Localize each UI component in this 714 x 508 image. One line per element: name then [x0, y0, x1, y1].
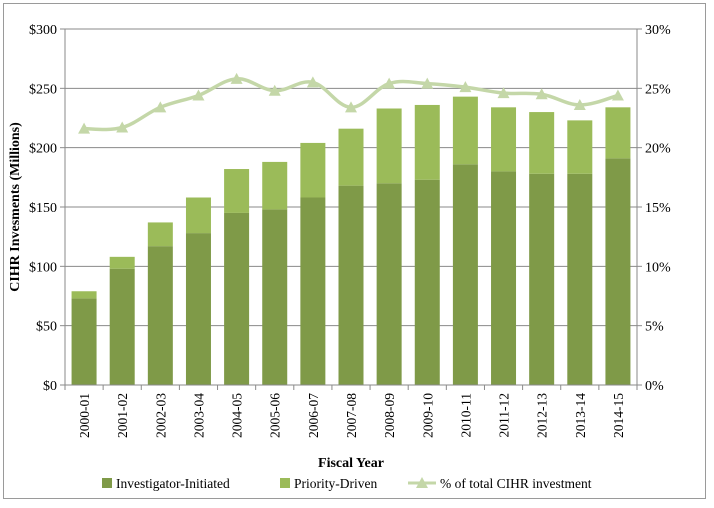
bar-investigator-initiated	[567, 173, 593, 385]
y2-tick-label: 5%	[645, 320, 664, 335]
x-tick-label: 2013-14	[573, 393, 588, 438]
x-tick-label: 2014-15	[611, 393, 626, 438]
bar-priority-driven	[185, 197, 211, 234]
bar-investigator-initiated	[262, 209, 288, 385]
percent-marker	[459, 81, 472, 93]
bar-priority-driven	[529, 112, 555, 174]
bar-priority-driven	[262, 161, 288, 210]
y2-tick-label: 10%	[645, 260, 671, 275]
x-tick-label: 2011-12	[497, 393, 512, 438]
bar-investigator-initiated	[71, 298, 97, 385]
legend-swatch-priority	[280, 478, 290, 488]
bar-priority-driven	[414, 104, 440, 180]
y-tick-label: $300	[29, 23, 57, 38]
bar-priority-driven	[605, 107, 631, 159]
legend-label-investigator: Investigator-Initiated	[116, 476, 230, 491]
bar-investigator-initiated	[109, 268, 135, 385]
y2-tick-label: 15%	[645, 201, 671, 216]
bar-priority-driven	[147, 222, 173, 247]
percent-marker	[421, 77, 434, 89]
y2-tick-label: 30%	[645, 23, 671, 38]
y-tick-label: $0	[43, 379, 57, 394]
legend-swatch-percent-marker	[416, 477, 428, 488]
bar-investigator-initiated	[414, 179, 440, 385]
bar-priority-driven	[300, 142, 326, 198]
x-tick-label: 2002-03	[153, 393, 168, 438]
percent-marker	[192, 89, 205, 101]
y2-tick-label: 0%	[645, 379, 664, 394]
y2-tick-label: 25%	[645, 82, 671, 97]
bar-investigator-initiated	[147, 246, 173, 385]
percent-marker	[383, 77, 396, 89]
percent-marker	[78, 122, 91, 134]
bar-investigator-initiated	[224, 212, 250, 385]
bar-priority-driven	[224, 169, 250, 213]
percent-marker	[573, 98, 586, 110]
percent-marker	[345, 101, 357, 113]
percent-marker	[268, 84, 281, 96]
bar-priority-driven	[338, 128, 364, 186]
bar-priority-driven	[452, 96, 478, 165]
x-tick-label: 2001-02	[115, 393, 130, 438]
percent-marker	[611, 89, 624, 101]
legend-label-percent: % of total CIHR investment	[440, 476, 592, 491]
x-tick-label: 2005-06	[268, 393, 283, 438]
x-tick-label: 2012-13	[535, 393, 550, 438]
y-axis-title: CIHR Invesments (Millions)	[8, 122, 23, 292]
percent-marker	[154, 101, 167, 113]
x-tick-label: 2009-10	[420, 393, 435, 438]
y-tick-label: $150	[29, 201, 57, 216]
percent-marker	[230, 72, 243, 84]
x-axis-title: Fiscal Year	[318, 456, 384, 471]
y-tick-label: $250	[29, 82, 57, 97]
bar-investigator-initiated	[300, 197, 326, 385]
percent-marker	[535, 88, 548, 100]
bar-investigator-initiated	[605, 158, 631, 385]
percent-marker	[116, 121, 129, 133]
bar-priority-driven	[109, 256, 135, 269]
x-tick-label: 2000-01	[77, 393, 92, 438]
x-tick-label: 2008-09	[382, 393, 397, 438]
percent-marker	[306, 76, 319, 88]
percent-marker	[497, 87, 510, 99]
y2-tick-label: 20%	[645, 142, 671, 157]
legend-swatch-investigator	[102, 478, 112, 488]
x-tick-label: 2004-05	[230, 393, 245, 438]
legend: Investigator-Initiated Priority-Driven %…	[102, 476, 592, 491]
bar-investigator-initiated	[452, 164, 478, 385]
bar-investigator-initiated	[376, 183, 402, 385]
x-tick-label: 2010-11	[458, 393, 473, 438]
bar-priority-driven	[71, 291, 97, 299]
y-tick-label: $200	[29, 142, 57, 157]
bar-investigator-initiated	[185, 233, 211, 385]
bar-investigator-initiated	[491, 171, 517, 385]
y-tick-label: $50	[36, 320, 57, 335]
bar-investigator-initiated	[529, 173, 555, 385]
x-tick-label: 2007-08	[344, 393, 359, 438]
x-tick-label: 2003-04	[191, 393, 206, 438]
bar-priority-driven	[491, 107, 517, 172]
y-tick-label: $100	[29, 260, 57, 275]
bar-priority-driven	[567, 120, 593, 174]
legend-label-priority: Priority-Driven	[294, 476, 377, 491]
bar-investigator-initiated	[338, 185, 364, 385]
x-tick-label: 2006-07	[306, 393, 321, 438]
bar-priority-driven	[376, 108, 402, 184]
chart-frame	[3, 3, 706, 499]
